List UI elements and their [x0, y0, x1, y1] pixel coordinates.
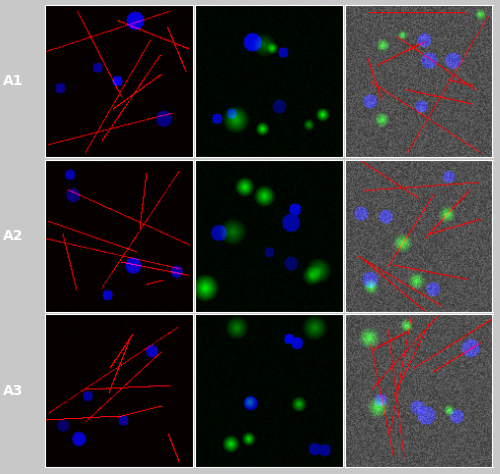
Text: A1: A1 [2, 74, 23, 88]
Text: A3: A3 [2, 383, 23, 398]
Text: A2: A2 [2, 229, 23, 243]
